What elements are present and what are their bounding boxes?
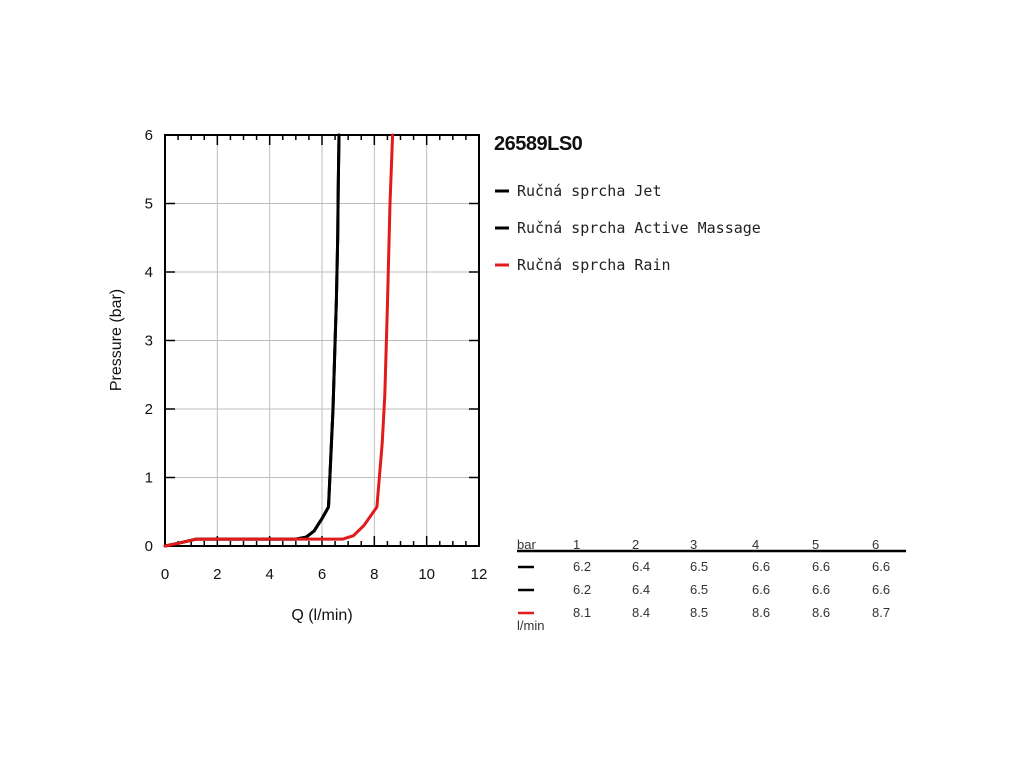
legend-label: Ručná sprcha Rain: [517, 256, 671, 274]
table-column-header: 3: [690, 537, 697, 552]
table-cell: 6.4: [632, 582, 650, 597]
table-cell: 8.4: [632, 605, 650, 620]
table-cell: 8.1: [573, 605, 591, 620]
y-axis-label: Pressure (bar): [108, 289, 125, 391]
table-cell: 6.4: [632, 559, 650, 574]
table-cell: 6.6: [872, 559, 890, 574]
legend-label: Ručná sprcha Active Massage: [517, 219, 761, 237]
x-tick-label: 0: [161, 566, 169, 583]
table-cell: 8.5: [690, 605, 708, 620]
table-cell: 8.6: [752, 605, 770, 620]
table-footer-label: l/min: [517, 618, 544, 633]
table-cell: 6.6: [752, 582, 770, 597]
table-header-label: bar: [517, 537, 536, 552]
x-axis-label: Q (l/min): [291, 607, 352, 624]
y-tick-label: 3: [145, 333, 153, 350]
table-cell: 6.6: [752, 559, 770, 574]
y-tick-label: 5: [145, 196, 153, 213]
y-tick-label: 2: [145, 401, 153, 418]
table-cell: 6.2: [573, 559, 591, 574]
flow-table: bar 1 2 3 4 5 6 6.2 6.4 6.5 6.6 6.6 6.6 6.2 6.4 6.5 6.6 6…: [517, 537, 906, 633]
table-cell: 6.5: [690, 559, 708, 574]
x-tick-label: 8: [370, 566, 378, 583]
x-tick-label: 4: [265, 566, 273, 583]
y-tick-label: 4: [145, 264, 153, 281]
legend-label: Ručná sprcha Jet: [517, 182, 662, 200]
x-tick-label: 6: [318, 566, 326, 583]
chart-series: [163, 133, 395, 548]
table-column-header: 1: [573, 537, 580, 552]
y-tick-label: 1: [145, 470, 153, 487]
y-tick-label: 6: [145, 127, 153, 144]
table-cell: 6.6: [872, 582, 890, 597]
series-line-3: [163, 133, 395, 548]
table-cell: 6.6: [812, 582, 830, 597]
table-column-header: 2: [632, 537, 639, 552]
x-tick-label: 10: [418, 566, 435, 583]
x-tick-label: 12: [471, 566, 488, 583]
table-cell: 6.6: [812, 559, 830, 574]
table-cell: 6.5: [690, 582, 708, 597]
table-cell: 8.7: [872, 605, 890, 620]
y-tick-label: 0: [145, 538, 153, 555]
table-cell: 6.2: [573, 582, 591, 597]
table-column-header: 4: [752, 537, 759, 552]
x-tick-label: 2: [213, 566, 221, 583]
chart-title: 26589LS0: [494, 133, 583, 155]
table-cell: 8.6: [812, 605, 830, 620]
chart-legend: Ručná sprcha Jet Ručná sprcha Active Mass…: [495, 182, 761, 274]
table-column-header: 5: [812, 537, 819, 552]
table-column-header: 6: [872, 537, 879, 552]
chart-grid: [165, 135, 479, 546]
